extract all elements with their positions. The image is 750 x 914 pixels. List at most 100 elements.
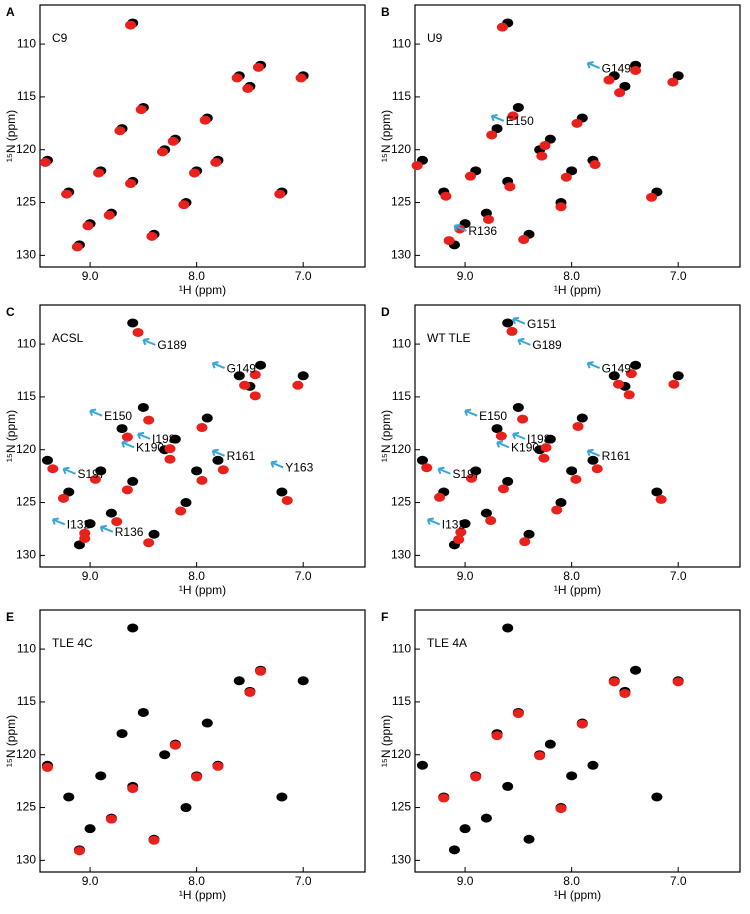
- annotation-arrow: [142, 338, 156, 346]
- peak: [459, 519, 471, 529]
- peak: [470, 466, 482, 476]
- y-tick-label: 110: [17, 641, 36, 655]
- annotation-label: S197: [77, 467, 105, 481]
- peak: [39, 157, 51, 167]
- peak: [497, 484, 509, 494]
- annotation-arrow: [137, 432, 151, 440]
- peak: [125, 20, 137, 30]
- y-axis-label: ¹⁵N (ppm): [4, 410, 18, 462]
- peak: [603, 75, 615, 85]
- peak: [576, 413, 588, 423]
- peak: [536, 151, 548, 161]
- peak: [630, 66, 642, 75]
- peak: [252, 62, 264, 72]
- x-tick-label: 8.0: [563, 874, 580, 888]
- peak: [502, 781, 514, 791]
- peak: [512, 709, 524, 719]
- x-tick-label: 9.0: [457, 269, 474, 283]
- peak: [148, 835, 160, 845]
- annotation-arrow: [587, 362, 601, 370]
- x-tick-label: 8.0: [563, 269, 580, 283]
- peak: [560, 172, 572, 182]
- y-tick-label: 115: [392, 694, 411, 708]
- peak: [630, 665, 642, 675]
- annotation-label: S197: [452, 467, 480, 481]
- annotation-arrow: [89, 409, 103, 417]
- peak: [111, 517, 123, 527]
- annotation-arrowhead: [490, 113, 498, 122]
- peak: [455, 527, 467, 537]
- peak: [212, 761, 224, 771]
- annotation-label: I132: [442, 518, 466, 532]
- annotation-arrowhead: [464, 408, 472, 417]
- y-tick-label: 120: [391, 747, 411, 761]
- peak: [470, 772, 482, 782]
- annotation-arrowhead: [437, 466, 445, 475]
- peak: [646, 192, 658, 202]
- peak: [519, 537, 531, 547]
- peak: [276, 487, 288, 497]
- peak: [276, 792, 288, 802]
- peak: [453, 535, 465, 545]
- peak: [667, 77, 679, 87]
- peak: [608, 677, 620, 687]
- y-tick-label: 115: [17, 694, 36, 708]
- annotation-label: G149: [227, 361, 257, 375]
- x-tick-label: 7.0: [295, 569, 312, 583]
- peak: [212, 455, 224, 465]
- peak: [411, 161, 423, 171]
- y-tick-label: 115: [17, 89, 36, 103]
- y-tick-label: 110: [17, 336, 36, 350]
- peak: [614, 88, 626, 98]
- y-tick-label: 125: [16, 195, 36, 209]
- annotation-arrowhead: [99, 524, 107, 533]
- annotation-arrow: [212, 449, 226, 457]
- peak: [73, 846, 85, 856]
- annotation-label: R161: [227, 449, 256, 463]
- plot-frame: [414, 609, 741, 873]
- peak: [496, 22, 508, 32]
- peak: [127, 476, 139, 486]
- annotation-arrowhead: [586, 361, 594, 369]
- peak: [295, 73, 307, 83]
- y-tick-label: 125: [16, 800, 36, 814]
- peak: [551, 505, 563, 515]
- peak: [572, 421, 584, 431]
- x-tick-label: 8.0: [188, 269, 205, 283]
- y-tick-label: 120: [16, 142, 36, 156]
- peak: [544, 134, 556, 144]
- y-tick-label: 130: [391, 853, 411, 867]
- y-axis-label: ¹⁵N (ppm): [379, 110, 393, 162]
- panel: E TLE 4C 9.0 8.0 7.0 110 115 120 125 130 ¹H (ppm) ¹…: [4, 609, 366, 902]
- peak: [619, 688, 631, 698]
- y-tick-label: 130: [16, 248, 36, 262]
- peak: [244, 687, 256, 697]
- annotation-arrowhead: [62, 466, 70, 475]
- peak: [137, 707, 149, 717]
- peak: [63, 487, 75, 497]
- x-tick-label: 8.0: [188, 874, 205, 888]
- y-tick-label: 125: [391, 495, 411, 509]
- panel-letter: E: [6, 610, 14, 624]
- peak: [73, 540, 85, 550]
- peak: [587, 760, 599, 770]
- x-tick-label: 7.0: [295, 269, 312, 283]
- y-tick-label: 110: [17, 36, 36, 50]
- x-axis-label: ¹H (ppm): [554, 283, 601, 297]
- peak: [438, 793, 450, 803]
- annotation-arrow: [464, 409, 478, 417]
- peak: [608, 371, 620, 381]
- peak: [84, 824, 96, 834]
- peak: [544, 434, 556, 444]
- peak: [491, 424, 503, 434]
- x-axis-label: ¹H (ppm): [179, 283, 226, 297]
- peak: [486, 130, 498, 140]
- peak: [180, 498, 192, 508]
- annotation-arrow: [491, 115, 505, 122]
- peak: [512, 402, 524, 412]
- peak: [169, 740, 181, 750]
- x-tick-label: 9.0: [457, 569, 474, 583]
- plot-frame: [414, 304, 741, 568]
- peak: [116, 729, 128, 739]
- annotation-label: E150: [506, 114, 534, 128]
